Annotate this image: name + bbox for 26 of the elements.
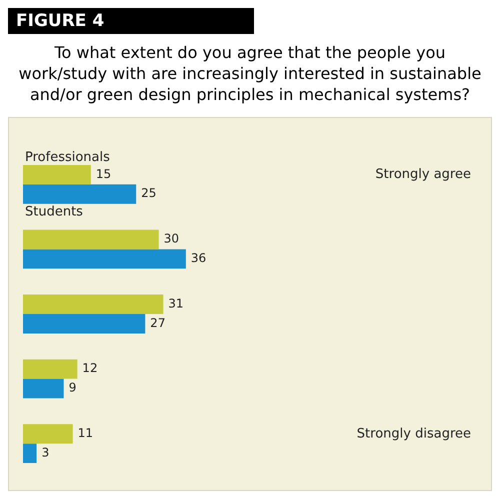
data-label: 9 bbox=[68, 380, 76, 395]
data-label: 15 bbox=[96, 166, 112, 181]
text: To what extent do you agree that the people you work/study with are increasingly interested in sustainable and/or green design principles in mechanical systems? bbox=[18, 42, 482, 105]
data-label: 12 bbox=[82, 361, 98, 376]
data-label: 11 bbox=[78, 426, 94, 440]
bar bbox=[23, 249, 186, 269]
data-label: 36 bbox=[190, 251, 206, 266]
data-label: 25 bbox=[141, 186, 156, 200]
bar bbox=[23, 314, 146, 334]
bar bbox=[23, 230, 159, 250]
series-label: Professionals bbox=[25, 150, 110, 165]
bar bbox=[23, 294, 164, 314]
data-label: 31 bbox=[168, 296, 184, 310]
y-tick-label: Strongly agree bbox=[375, 167, 471, 182]
bar bbox=[23, 359, 78, 379]
bar bbox=[23, 444, 37, 464]
chart-title: FIGURE 4 bbox=[8, 8, 254, 34]
bar bbox=[23, 378, 64, 398]
series-label: Students bbox=[25, 204, 84, 220]
bar bbox=[23, 424, 73, 444]
data-label: 30 bbox=[164, 232, 180, 246]
bar bbox=[23, 164, 91, 184]
y-tick-label: Strongly disagree bbox=[356, 426, 471, 442]
bar bbox=[23, 184, 136, 204]
data-label: 27 bbox=[150, 316, 166, 330]
data-label: 3 bbox=[42, 445, 50, 460]
